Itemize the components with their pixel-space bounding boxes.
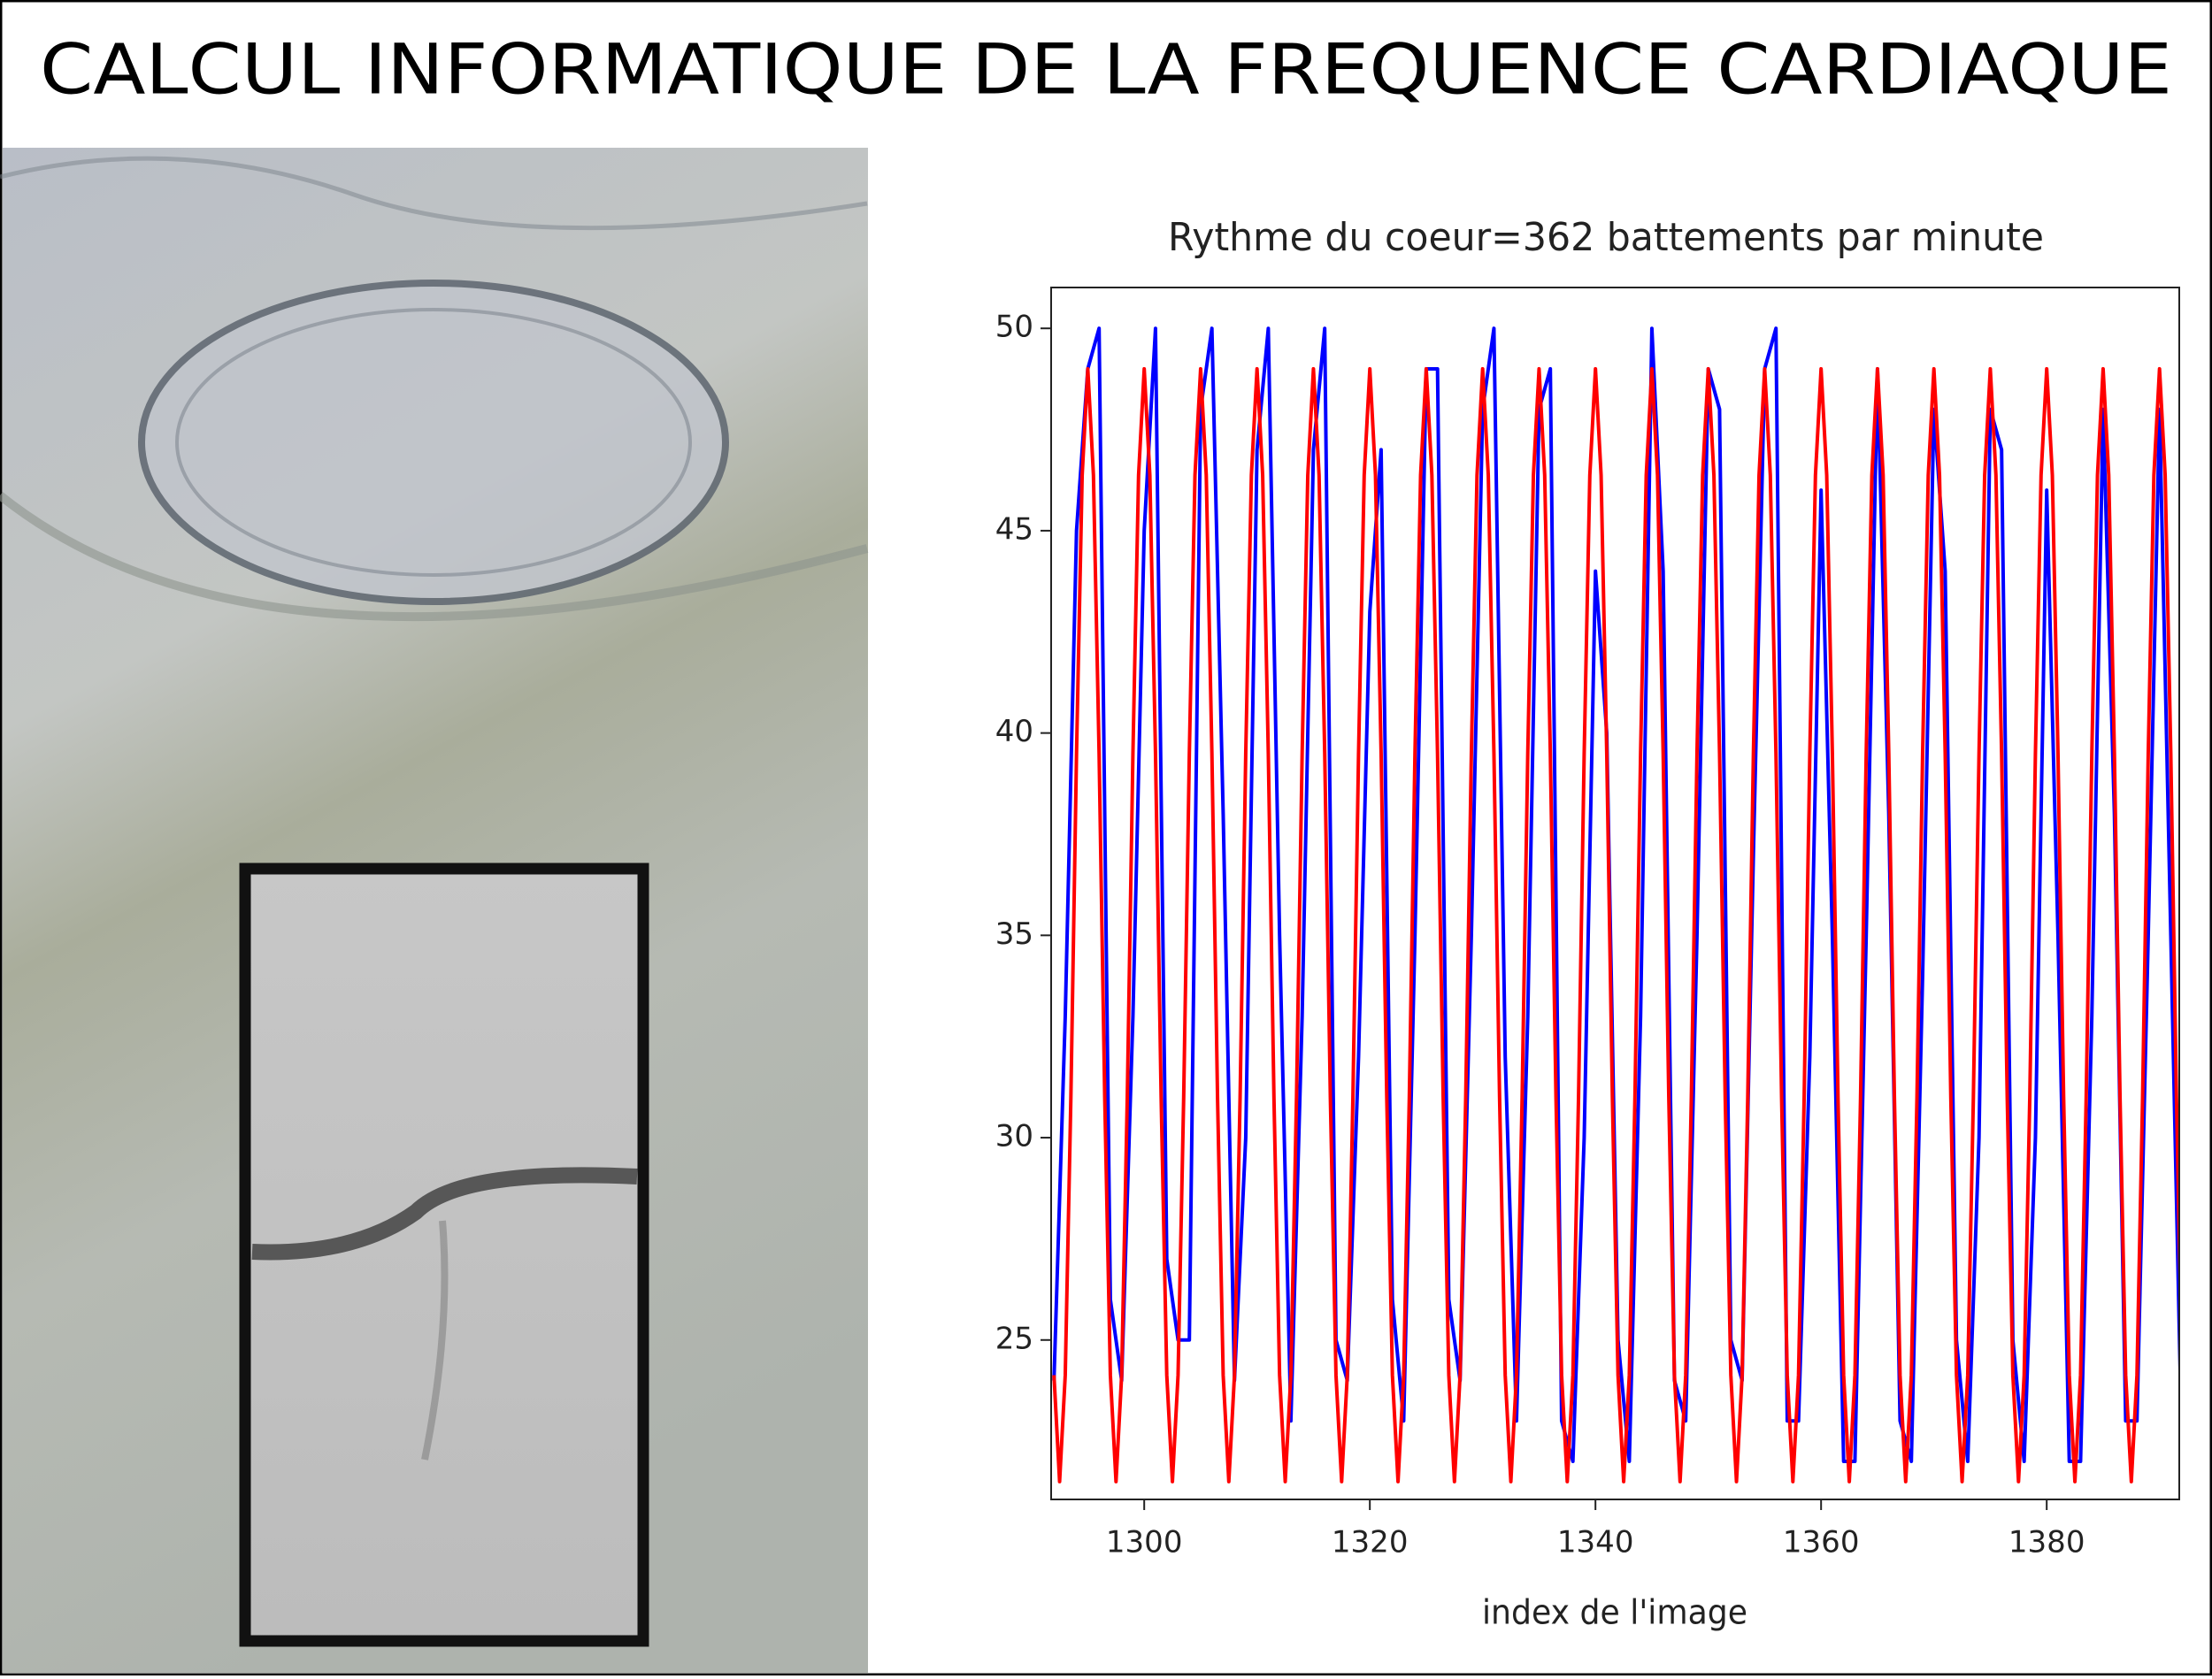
- tissue-fold: [0, 492, 869, 622]
- y-tick-label: 30: [995, 1119, 1033, 1154]
- x-tick-label: 1300: [1106, 1525, 1183, 1560]
- data-line: [1052, 366, 2179, 1484]
- x-tick-label: 1320: [1332, 1525, 1409, 1560]
- x-tick-label: 1380: [2008, 1525, 2085, 1560]
- y-tick-label: 40: [995, 714, 1033, 749]
- inset-membrane: [251, 1167, 638, 1261]
- x-tick-label: 1340: [1557, 1525, 1634, 1560]
- inset-structure: [421, 1220, 449, 1460]
- chart-title: Rythme du coeur=362 battements par minut…: [1168, 215, 2044, 260]
- y-tick-label: 35: [995, 916, 1033, 952]
- y-tick-label: 25: [995, 1321, 1033, 1356]
- cell-inner: [175, 308, 692, 577]
- chart: Rythme du coeur=362 battements par minut…: [995, 215, 2180, 1632]
- microscope-image: [0, 148, 869, 1673]
- plot-frame: [1050, 287, 2180, 1500]
- cell-outline: [138, 280, 729, 605]
- x-tick-label: 1360: [1783, 1525, 1860, 1560]
- y-tick-label: 50: [995, 310, 1033, 345]
- tissue-edge: [0, 156, 868, 231]
- x-axis-label: index de l'image: [1482, 1593, 1747, 1632]
- y-tick-label: 45: [995, 511, 1033, 547]
- plot-area: [1052, 326, 2179, 1484]
- page-title: CALCUL INFORMATIQUE DE LA FREQUENCE CARD…: [40, 30, 2172, 110]
